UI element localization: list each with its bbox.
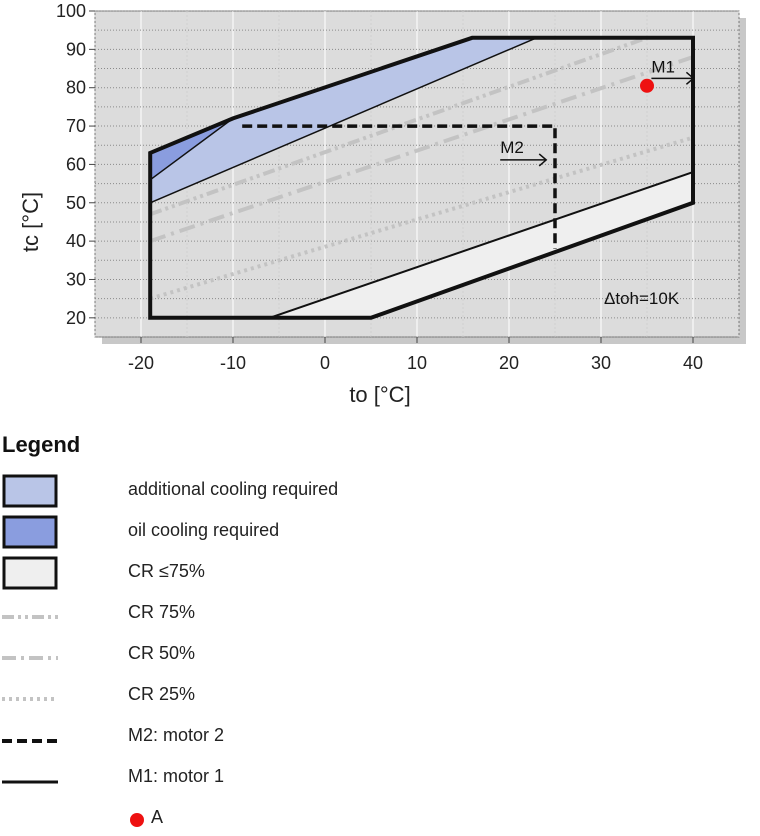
oil-cooling-swatch-icon (2, 515, 58, 549)
y-tick-label: 30 (66, 269, 86, 289)
y-tick-label: 40 (66, 231, 86, 251)
x-tick-label: -10 (220, 353, 246, 373)
cr25-line (149, 135, 694, 301)
legend-label: additional cooling required (128, 479, 339, 499)
legend-item-cr50: CR 50% (0, 638, 520, 672)
cr75-line-swatch-icon (2, 615, 58, 619)
additional-cooling-swatch-icon (2, 474, 58, 508)
y-tick-label: 20 (66, 308, 86, 328)
y-tick-label: 50 (66, 193, 86, 213)
legend-item-point-a: A (0, 802, 520, 836)
legend-item-additional-cooling: additional cooling required (0, 474, 520, 508)
x-tick-label: 40 (683, 353, 703, 373)
m2-label: M2 (500, 138, 524, 157)
x-tick-label: 30 (591, 353, 611, 373)
m2-arrow-icon (500, 153, 548, 167)
y-tick-label: 80 (66, 78, 86, 98)
delta-toh-annotation: Δtoh=10K (604, 289, 680, 308)
legend-label: oil cooling required (128, 520, 280, 540)
motor2-line-swatch-icon (2, 739, 58, 743)
x-axis-label: to [°C] (349, 382, 410, 407)
cr50-line-swatch-icon (2, 656, 58, 660)
legend-item-cr-le-75: CR ≤75% (0, 556, 520, 590)
point-a (640, 78, 654, 93)
oil-cooling-edge (149, 117, 234, 181)
y-tick-label: 90 (66, 39, 86, 59)
legend-label: A (151, 807, 164, 827)
legend-item-motor1: M1: motor 1 (0, 761, 520, 795)
x-tick-label: 20 (499, 353, 519, 373)
x-tick-label: -20 (128, 353, 154, 373)
envelope-chart: -20 -10 0 10 20 30 40 20 30 40 50 60 70 80 90 100 M1 M2… (18, 1, 746, 407)
legend-label: M2: motor 2 (128, 725, 225, 745)
legend-title: Legend (2, 432, 81, 457)
tick-labels: -20 -10 0 10 20 30 40 20 30 40 50 60 70 80 90 100 (56, 1, 703, 373)
x-tick-label: 0 (320, 353, 330, 373)
y-tick-label: 70 (66, 116, 86, 136)
legend-item-motor2: M2: motor 2 (0, 720, 520, 754)
motor1-line-swatch-icon (2, 780, 58, 784)
legend-item-cr75: CR 75% (0, 597, 520, 631)
legend-item-oil-cooling: oil cooling required (0, 515, 520, 549)
arrow-head (538, 153, 548, 167)
legend-label: CR ≤75% (128, 561, 205, 581)
legend-label: M1: motor 1 (128, 766, 225, 786)
arrow-head (685, 71, 695, 85)
cr-le-75-edge (269, 171, 694, 319)
cr-le-75-swatch-icon (2, 556, 58, 590)
legend-item-cr25: CR 25% (0, 679, 520, 713)
legend-label: CR 50% (128, 643, 196, 663)
cr50-line (149, 55, 694, 243)
cr25-line-swatch-icon (2, 697, 58, 701)
additional-cooling-edge (149, 37, 537, 204)
y-tick-label: 100 (56, 1, 86, 21)
y-tick-label: 60 (66, 154, 86, 174)
legend-label: CR 25% (128, 684, 196, 704)
m1-arrow-icon (651, 71, 695, 85)
x-tick-label: 10 (407, 353, 427, 373)
legend-label: CR 75% (128, 602, 196, 622)
point-a-swatch-icon (130, 813, 144, 827)
y-axis-label: tc [°C] (18, 192, 43, 252)
motor2-line (242, 124, 557, 249)
m1-label: M1 (651, 57, 675, 76)
motor1-envelope (148, 35, 695, 320)
